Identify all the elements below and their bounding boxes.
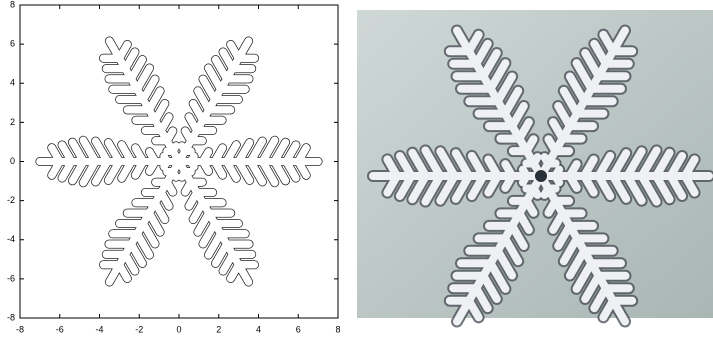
arm-inner [40,140,179,182]
x-tick-label: -6 [56,324,64,334]
y-tick-label: -6 [7,273,15,283]
x-tick-label: -8 [16,324,24,334]
figure: -8 -6 -4 -2 0 2 4 6 8 -8 -6 -4 -2 0 2 4 6 8 [0,0,713,345]
x-tick-label: 4 [256,324,261,334]
x-tick-label: 2 [216,324,221,334]
crystal-center [535,170,547,182]
page: -8-6-4-202468-8-6-4-202468 (() => { cons… [0,0,713,345]
x-tick-label: -2 [135,324,143,334]
y-tick-label: 0 [10,156,15,166]
x-tick-label: 0 [176,324,181,334]
x-tick-label: 8 [335,324,340,334]
y-tick-label: 2 [10,117,15,127]
y-tick-label: 4 [10,78,15,88]
y-tick-label: -4 [7,234,15,244]
y-tick-label: 6 [10,39,15,49]
arm-inner [179,140,318,182]
arm-inner [104,162,180,283]
arm-inner [179,162,255,283]
snowflake-simulation [40,41,318,282]
arm-inner [179,41,255,162]
arm-inner [104,41,180,162]
x-tick-label: 6 [296,324,301,334]
x-tick-label: -4 [95,324,103,334]
y-tick-label: -8 [7,312,15,322]
y-tick-label: -2 [7,195,15,205]
y-tick-label: 8 [10,0,15,9]
